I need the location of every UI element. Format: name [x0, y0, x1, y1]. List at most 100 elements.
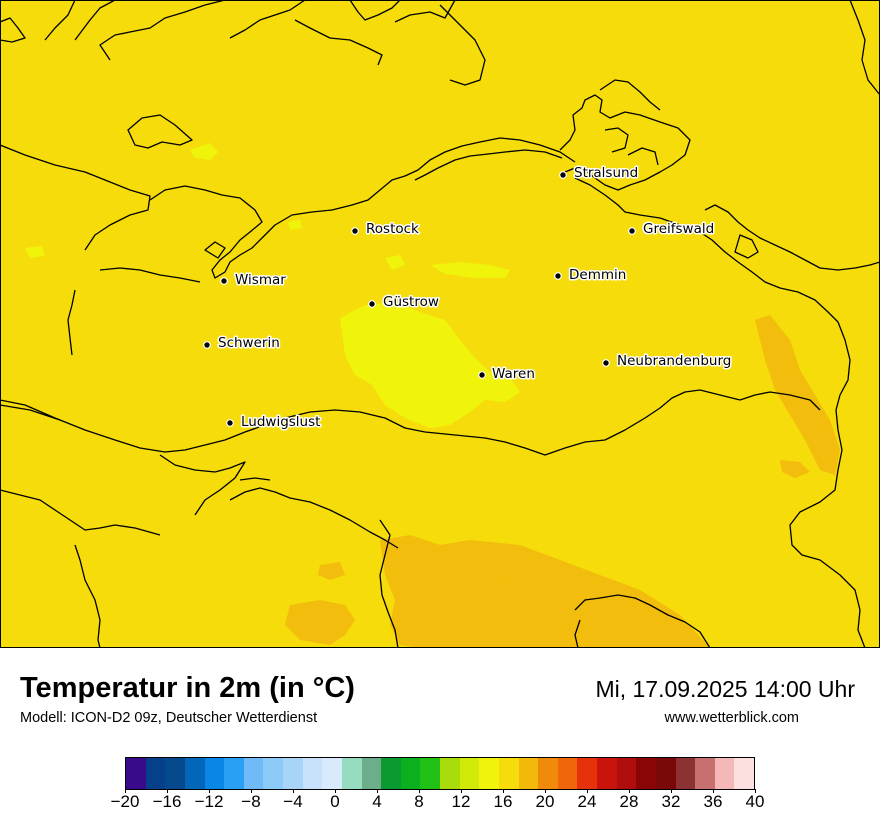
city-dot: [478, 371, 486, 379]
city-dot: [602, 359, 610, 367]
color-scale-cell: [283, 758, 303, 789]
tick-mark: [587, 789, 588, 793]
city-rostock: Rostock: [351, 220, 421, 239]
tick-label: 20: [535, 792, 555, 811]
tick-label: −16: [152, 792, 182, 811]
color-scale-cell: [126, 758, 146, 789]
tick-mark: [335, 789, 336, 793]
color-scale-cell: [597, 758, 617, 789]
city-ludwigslust: Ludwigslust: [226, 413, 322, 432]
tick-mark: [293, 789, 294, 793]
city-label: Ludwigslust: [241, 414, 320, 430]
color-scale-cell: [538, 758, 558, 789]
map-title: Temperatur in 2m (in °C): [20, 672, 355, 704]
color-scale-cell: [636, 758, 656, 789]
website-link[interactable]: www.wetterblick.com: [664, 710, 799, 726]
city-label: Rostock: [366, 221, 419, 237]
color-scale-cell: [695, 758, 715, 789]
temperature-field-cool: [25, 143, 520, 428]
tick-label: −8: [241, 792, 261, 811]
city-dot: [559, 171, 567, 179]
city-dot: [554, 272, 562, 280]
color-scale-cell: [498, 758, 519, 789]
city-label: Demmin: [569, 267, 626, 283]
color-scale-cell: [361, 758, 382, 789]
tick-label: 32: [661, 792, 681, 811]
color-scale-cell: [400, 758, 421, 789]
tick-label: −20: [110, 792, 140, 811]
city-dot: [368, 300, 376, 308]
city-label: Schwerin: [218, 335, 280, 351]
city-wismar: Wismar: [220, 271, 288, 290]
tick-label: 24: [577, 792, 597, 811]
color-scale-cell: [655, 758, 676, 789]
city-dot: [628, 227, 636, 235]
color-scale-cell: [263, 758, 283, 789]
city-label: Greifswald: [643, 221, 714, 237]
tick-label: −4: [283, 792, 303, 811]
color-scale-cell: [224, 758, 244, 789]
city-label: Waren: [492, 366, 535, 382]
tick-mark: [125, 789, 126, 793]
color-scale-cell: [557, 758, 578, 789]
city-markers: Stralsund Rostock Greifswald Wismar Demm…: [203, 164, 733, 432]
temperature-map: Stralsund Rostock Greifswald Wismar Demm…: [0, 0, 880, 648]
city-dot: [203, 341, 211, 349]
city-demmin: Demmin: [554, 266, 628, 285]
color-scale-cell: [616, 758, 637, 789]
color-scale-cell: [302, 758, 323, 789]
color-scale-cell: [518, 758, 539, 789]
color-scale-ticks: −20 −16 −12 −8 −4 0 4 8 12 16 20 24 28 32 36 40: [111, 789, 764, 822]
legend-footer: Temperatur in 2m (in °C) Modell: ICON-D2…: [0, 648, 880, 830]
tick-mark: [209, 789, 210, 793]
tick-label: 0: [330, 792, 340, 811]
tick-label: 12: [451, 792, 471, 811]
tick-mark: [251, 789, 252, 793]
tick-label: 8: [414, 792, 424, 811]
color-scale-cell: [420, 758, 440, 789]
tick-label: −12: [194, 792, 224, 811]
color-scale-cell: [734, 758, 754, 789]
tick-label: 16: [493, 792, 513, 811]
color-scale-cell: [479, 758, 499, 789]
tick-label: 4: [372, 792, 382, 811]
coastlines-and-borders: [0, 0, 880, 648]
city-guestrow: Güstrow: [368, 293, 440, 312]
color-scale-cell: [675, 758, 696, 789]
color-scale-cell: [341, 758, 362, 789]
tick-mark: [167, 789, 168, 793]
model-info: Modell: ICON-D2 09z, Deutscher Wetterdie…: [20, 710, 318, 726]
city-label: Neubrandenburg: [617, 353, 731, 369]
color-scale-cell: [577, 758, 597, 789]
city-waren: Waren: [478, 365, 536, 384]
city-neubrandenburg: Neubrandenburg: [602, 352, 733, 371]
color-scale-cell: [714, 758, 735, 789]
city-stralsund: Stralsund: [559, 164, 640, 183]
color-scale-cell: [145, 758, 166, 789]
city-label: Stralsund: [574, 165, 638, 181]
color-scale-bar: [125, 757, 755, 790]
map-canvas: Stralsund Rostock Greifswald Wismar Demm…: [0, 0, 880, 648]
city-dot: [226, 419, 234, 427]
tick-mark: [713, 789, 714, 793]
city-label: Güstrow: [383, 294, 439, 310]
color-scale-cell: [165, 758, 185, 789]
tick-mark: [377, 789, 378, 793]
city-schwerin: Schwerin: [203, 334, 281, 353]
color-scale-cell: [204, 758, 225, 789]
color-scale-cell: [184, 758, 205, 789]
tick-label: 28: [619, 792, 639, 811]
tick-mark: [503, 789, 504, 793]
tick-mark: [629, 789, 630, 793]
city-dot: [220, 277, 228, 285]
tick-label: 40: [745, 792, 765, 811]
tick-label: 36: [703, 792, 723, 811]
color-scale-cell: [243, 758, 264, 789]
color-scale-cell: [381, 758, 401, 789]
tick-mark: [419, 789, 420, 793]
tick-mark: [545, 789, 546, 793]
temperature-field-warm: [285, 315, 840, 648]
city-dot: [351, 227, 359, 235]
city-label: Wismar: [235, 272, 286, 288]
forecast-datetime: Mi, 17.09.2025 14:00 Uhr: [595, 676, 855, 702]
